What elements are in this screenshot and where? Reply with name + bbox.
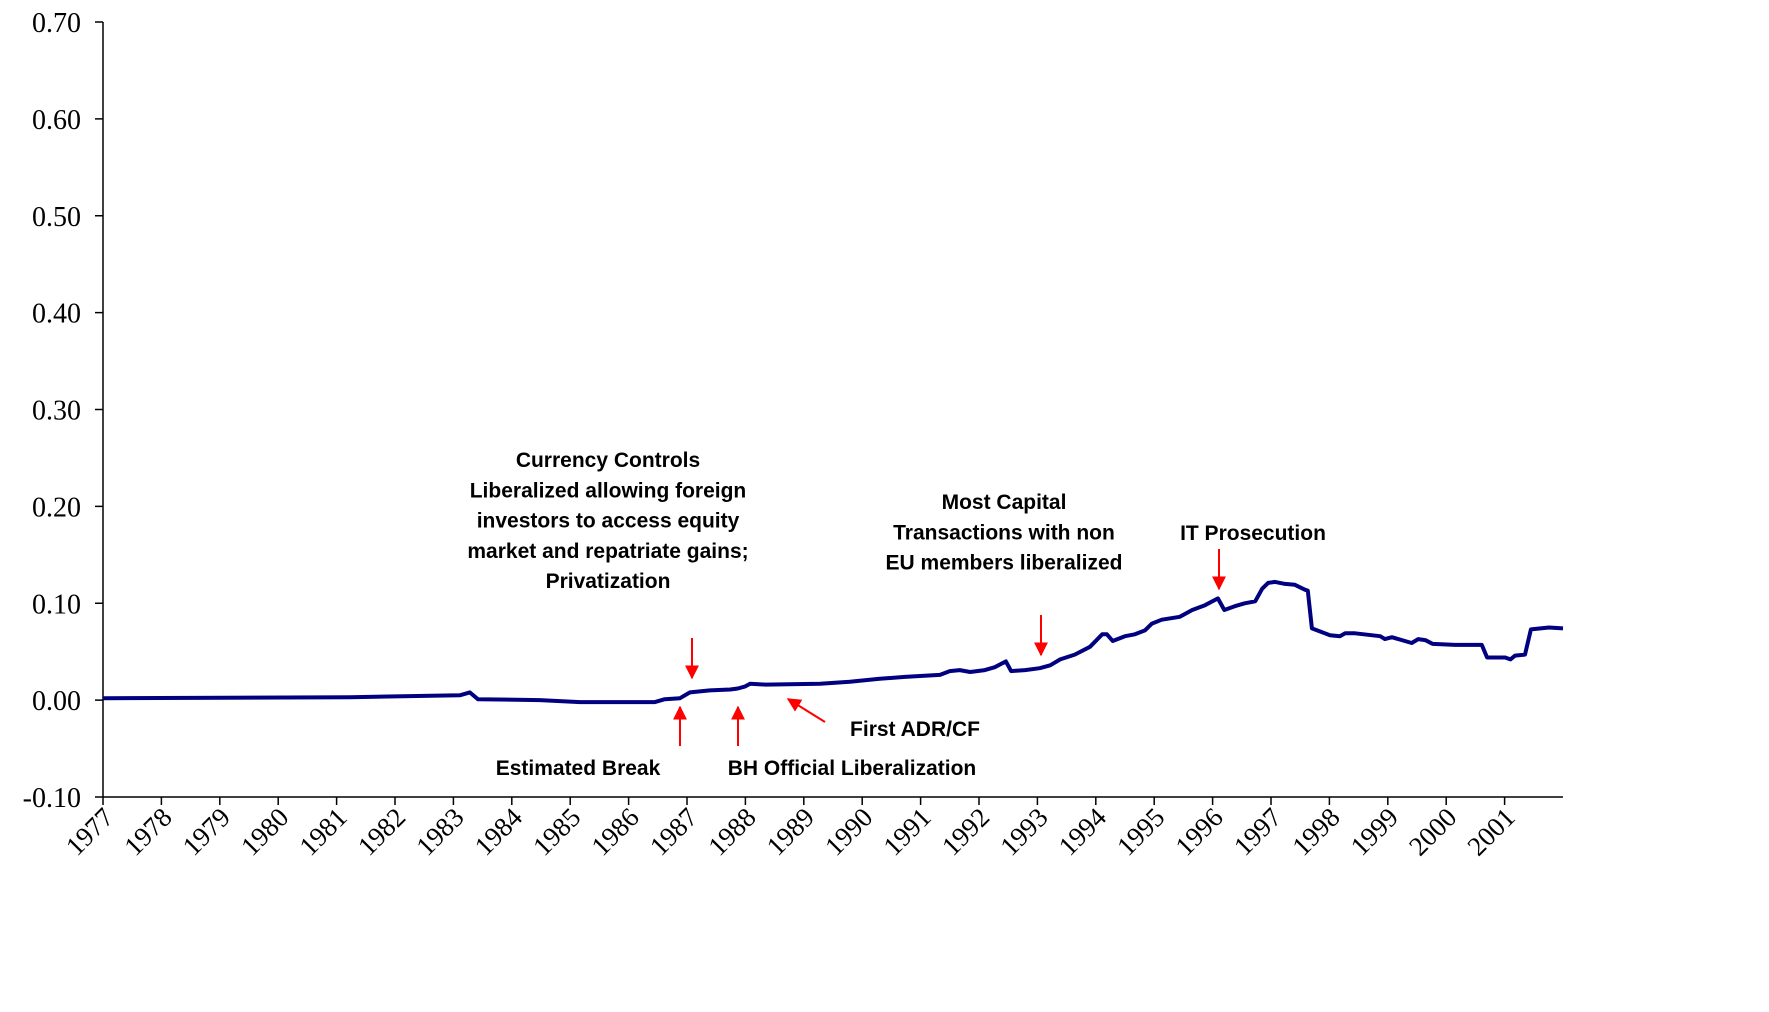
- x-tick-label: 1991: [877, 802, 936, 861]
- y-tick-label: 0.00: [32, 686, 81, 717]
- y-tick-label: 0.10: [32, 589, 81, 620]
- y-tick-label: 0.70: [32, 8, 81, 39]
- x-tick-label: 1978: [118, 802, 177, 861]
- x-tick-label: 1986: [585, 802, 644, 861]
- annotation: First ADR/CF: [850, 718, 980, 741]
- x-tick-label: 1992: [936, 802, 995, 861]
- y-tick-label: 0.50: [32, 202, 81, 233]
- x-tick-label: 1980: [235, 802, 294, 861]
- annotation: investors to access equity: [477, 510, 740, 533]
- annotation: Estimated Break: [496, 757, 661, 780]
- annotation: IT Prosecution: [1180, 522, 1326, 545]
- x-tick-label: 1995: [1111, 802, 1170, 861]
- x-tick-label: 1988: [702, 802, 761, 861]
- x-tick-label: 1982: [352, 802, 411, 861]
- x-tick-label: 1999: [1345, 802, 1404, 861]
- x-tick-label: 2000: [1403, 802, 1462, 861]
- x-tick-label: 1981: [293, 802, 352, 861]
- annotation: BH Official Liberalization: [728, 757, 977, 780]
- x-tick-label: 1994: [1053, 802, 1113, 862]
- x-tick-label: 1996: [1169, 802, 1228, 861]
- arrows: [673, 549, 1226, 746]
- x-tick-label: 1979: [177, 802, 236, 861]
- x-tick-label: 1993: [994, 802, 1053, 861]
- x-tick-label: 2001: [1461, 802, 1520, 861]
- data-line: [102, 579, 1564, 705]
- x-tick-label: 1997: [1228, 802, 1287, 861]
- x-tick-label: 1998: [1286, 802, 1345, 861]
- x-tick-label: 1987: [644, 802, 703, 861]
- annotation: EU members liberalized: [886, 552, 1123, 575]
- y-tick-label: 0.60: [32, 105, 81, 136]
- annotation: Privatization: [546, 570, 671, 593]
- y-tick-label: -0.10: [23, 783, 81, 814]
- x-tick-label: 1989: [761, 802, 820, 861]
- x-tick-label: 1983: [410, 802, 469, 861]
- y-tick-label: 0.40: [32, 299, 81, 330]
- annotation: Currency Controls: [516, 449, 700, 472]
- annotation: market and repatriate gains;: [467, 540, 748, 563]
- annotation: Most Capital: [942, 491, 1067, 514]
- x-tick-label: 1984: [469, 802, 529, 862]
- y-tick-label: 0.20: [32, 492, 81, 523]
- x-tick-label: 1990: [819, 802, 878, 861]
- arrow: [786, 698, 826, 723]
- y-tick-label: 0.30: [32, 396, 81, 427]
- annotation: Transactions with non: [893, 521, 1115, 544]
- annotation: Liberalized allowing foreign: [470, 479, 747, 502]
- x-tick-label: 1985: [527, 802, 586, 861]
